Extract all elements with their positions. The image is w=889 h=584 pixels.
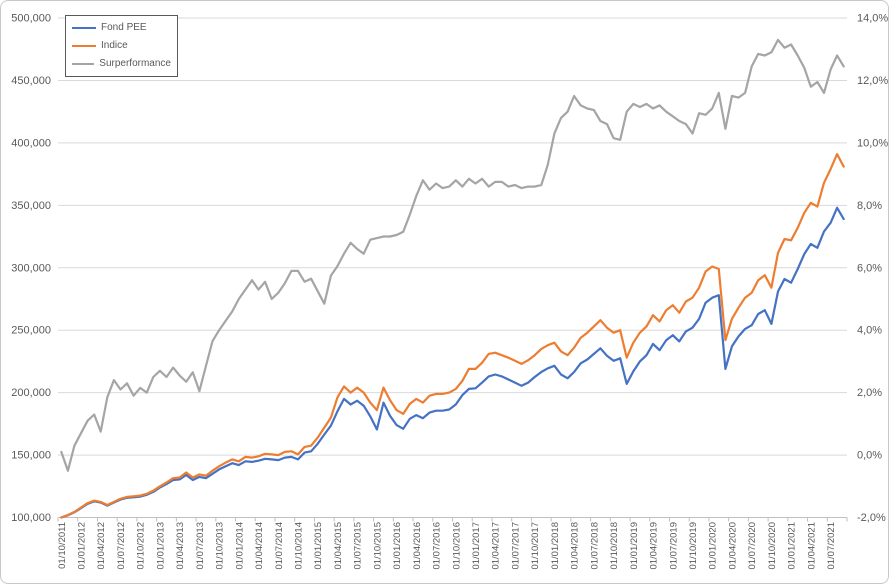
x-axis-label: 01/01/2012	[77, 522, 88, 570]
x-axis-label: 01/10/2019	[688, 522, 699, 570]
x-axis-label: 01/04/2014	[254, 522, 265, 570]
x-axis-label: 01/01/2014	[234, 522, 245, 570]
x-axis-label: 01/10/2015	[372, 522, 383, 570]
y-axis-label-left: 100,000	[11, 512, 51, 524]
x-axis-label: 01/04/2017	[491, 522, 502, 570]
x-axis-label: 01/04/2013	[175, 522, 186, 570]
legend-label-indice: Indice	[101, 40, 128, 51]
x-axis-label: 01/04/2015	[333, 522, 344, 570]
y-axis-label-left: 250,000	[11, 325, 51, 337]
y-axis-label-left: 350,000	[11, 200, 51, 212]
x-axis-label: 01/07/2014	[274, 522, 285, 570]
y-axis-label-right: 10,0%	[857, 137, 888, 149]
y-axis-label-left: 500,000	[11, 13, 51, 25]
y-axis-label-right: 12,0%	[857, 75, 888, 87]
x-axis-label: 01/07/2021	[826, 522, 837, 570]
x-axis-label: 01/10/2018	[609, 522, 620, 570]
x-axis-label: 01/07/2018	[589, 522, 600, 570]
x-axis-label: 01/01/2015	[313, 522, 324, 570]
x-axis-label: 01/07/2020	[747, 522, 758, 570]
x-axis-label: 01/04/2012	[96, 522, 107, 570]
x-axis-label: 01/10/2014	[293, 522, 304, 570]
x-axis-label: 01/04/2020	[727, 522, 738, 570]
y-axis-label-left: 450,000	[11, 75, 51, 87]
x-axis-label: 01/01/2017	[471, 522, 482, 570]
y-axis-label-left: 200,000	[11, 387, 51, 399]
indice-line	[60, 153, 845, 519]
legend-item-surperformance[interactable]: Surperformance	[72, 59, 171, 69]
x-axis-label: 01/07/2015	[353, 522, 364, 570]
x-axis-label: 01/01/2019	[629, 522, 640, 570]
y-axis-label-right: 14,0%	[857, 13, 888, 25]
fond-pee-line	[60, 206, 845, 519]
x-axis-label: 01/01/2013	[155, 522, 166, 570]
y-axis-label-right: 0,0%	[857, 450, 882, 462]
y-axis-label-left: 400,000	[11, 137, 51, 149]
y-axis-label-right: 4,0%	[857, 325, 882, 337]
x-axis-label: 01/04/2021	[806, 522, 817, 570]
surperformance-line	[60, 38, 845, 472]
x-axis-label: 01/07/2013	[195, 522, 206, 570]
x-axis-label: 01/04/2019	[649, 522, 660, 570]
legend-item-fond-pee[interactable]: Fond PEE	[72, 23, 171, 33]
x-axis-label: 01/10/2017	[530, 522, 541, 570]
x-axis-label: 01/10/2016	[451, 522, 462, 570]
x-axis-label: 01/07/2016	[432, 522, 443, 570]
surperformance-line-swatch	[72, 63, 95, 65]
y-axis-label-left: 300,000	[11, 262, 51, 274]
legend-label-surperformance: Surperformance	[99, 58, 171, 69]
legend-label-fond-pee: Fond PEE	[101, 22, 147, 33]
y-axis-label-right: 8,0%	[857, 200, 882, 212]
x-axis-label: 01/07/2019	[668, 522, 679, 570]
x-axis-label: 01/01/2018	[550, 522, 561, 570]
fond-pee-line-swatch	[72, 27, 96, 29]
y-axis-label-right: -2,0%	[857, 512, 886, 524]
x-axis-label: 01/01/2020	[708, 522, 719, 570]
x-axis-label: 01/10/2012	[136, 522, 147, 570]
y-axis-label-left: 150,000	[11, 450, 51, 462]
x-axis-label: 01/10/2011	[57, 522, 68, 569]
legend-item-indice[interactable]: Indice	[72, 41, 171, 51]
x-axis-label: 01/01/2016	[392, 522, 403, 570]
y-axis-label-right: 6,0%	[857, 262, 882, 274]
x-axis-label: 01/10/2020	[767, 522, 778, 570]
x-axis-label: 01/07/2012	[116, 522, 127, 570]
x-axis-label: 01/07/2017	[510, 522, 521, 570]
x-axis-label: 01/01/2021	[787, 522, 798, 570]
x-axis-label: 01/04/2016	[412, 522, 423, 570]
y-axis-label-right: 2,0%	[857, 387, 882, 399]
x-axis-label: 01/04/2018	[570, 522, 581, 570]
x-axis-label: 01/10/2013	[215, 522, 226, 570]
legend: Fond PEE Indice Surperformance	[65, 15, 178, 77]
indice-line-swatch	[72, 45, 96, 47]
